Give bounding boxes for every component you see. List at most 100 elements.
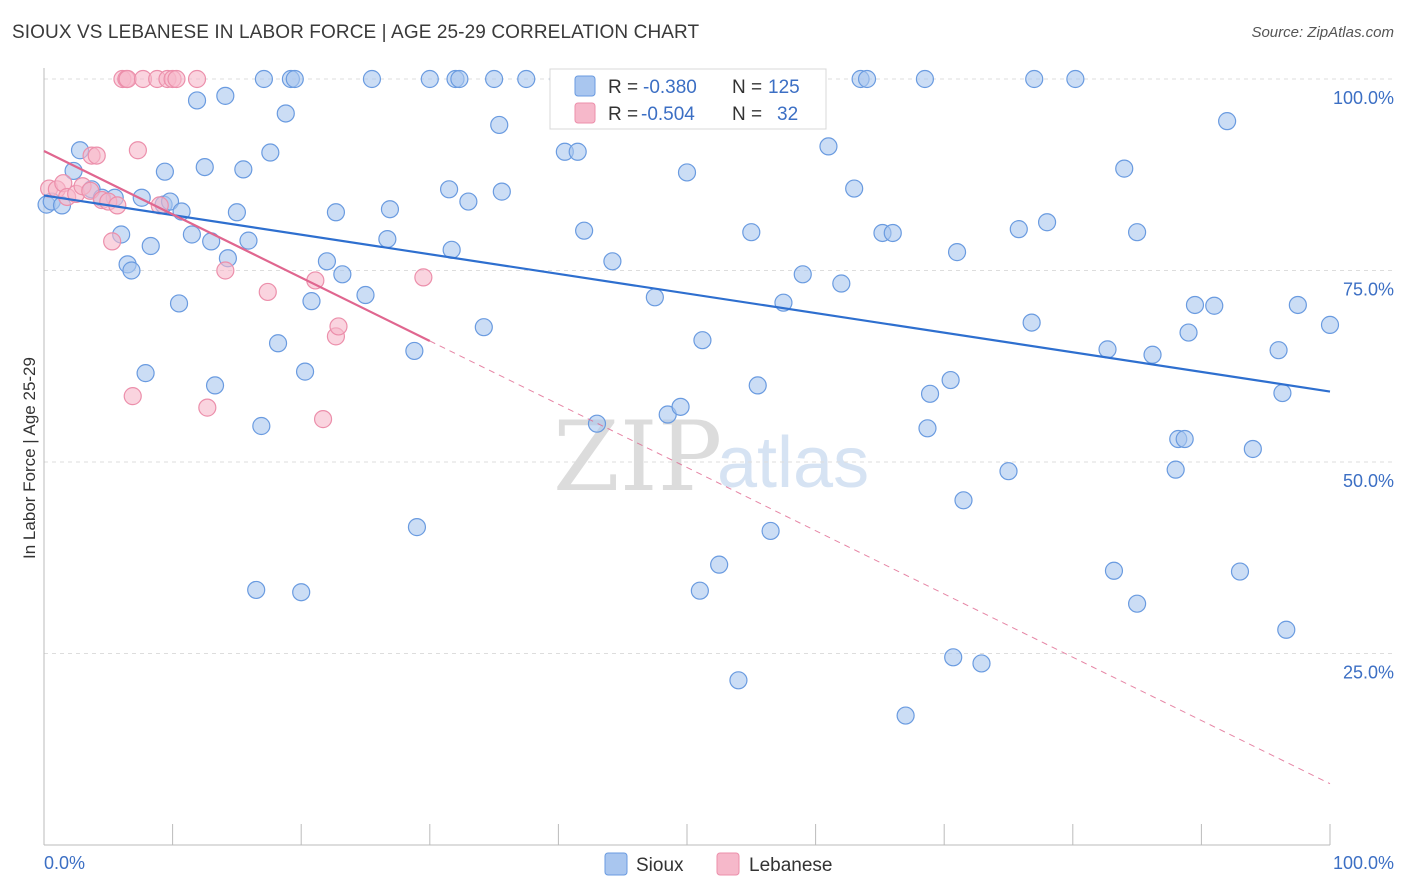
lebanese-point [258, 282, 277, 302]
sioux-trend-line [43, 194, 1331, 393]
sioux-point [155, 162, 174, 181]
stats-r-label-sioux: R = [608, 77, 638, 98]
sioux-point [292, 583, 311, 602]
sioux-point [710, 555, 729, 574]
sioux-point [1185, 295, 1205, 315]
lebanese-series [40, 69, 433, 429]
sioux-point [356, 285, 375, 305]
sioux-point [568, 142, 587, 161]
y-axis-tick-labels: 25.0% 50.0% 75.0% 100.0% [1333, 88, 1394, 683]
sioux-point [1288, 295, 1307, 315]
sioux-point [896, 706, 915, 725]
sioux-point [947, 243, 967, 262]
watermark-atlas: atlas [717, 423, 869, 503]
sioux-point [1009, 220, 1028, 239]
sioux-point [857, 69, 877, 89]
sioux-point [1243, 439, 1262, 459]
sioux-point [459, 192, 478, 211]
sioux-point [420, 69, 439, 89]
stats-r-label-lebanese: R = [608, 104, 638, 125]
sioux-point [474, 318, 493, 337]
legend-swatch-lebanese [716, 852, 740, 876]
sioux-point [761, 521, 780, 541]
sioux-point [677, 163, 697, 182]
sioux-point [1320, 315, 1340, 334]
sioux-point [1273, 383, 1292, 403]
sioux-point [136, 364, 155, 383]
sioux-point [295, 362, 315, 381]
sioux-point [845, 179, 864, 198]
sioux-point [941, 370, 960, 390]
sioux-point [407, 518, 427, 537]
sioux-point [748, 376, 767, 395]
sioux-point [132, 188, 151, 207]
sioux-point [1166, 460, 1185, 479]
y-axis-title: In Labor Force | Age 25-29 [20, 357, 39, 559]
trend-lines [43, 150, 1331, 785]
sioux-point [380, 200, 400, 219]
lebanese-trend-extension [429, 340, 1331, 785]
lebanese-point [167, 69, 186, 89]
sioux-point [883, 223, 902, 243]
sioux-point [195, 157, 214, 177]
chart-source: Source: ZipAtlas.com [1251, 24, 1394, 41]
sioux-point [205, 376, 225, 395]
sioux-point [1127, 223, 1147, 242]
x-tick-label-max: 100.0% [1333, 853, 1394, 873]
sioux-point [1175, 429, 1194, 449]
stats-r-value-sioux: -0.380 [643, 77, 697, 98]
sioux-point [1098, 340, 1117, 359]
sioux-point [1143, 345, 1162, 364]
sioux-point [141, 236, 160, 256]
stats-r-value-lebanese: -0.504 [641, 104, 695, 125]
sioux-point [169, 294, 189, 313]
sioux-point [1022, 313, 1041, 332]
lebanese-trend-line [43, 150, 431, 342]
sioux-point [954, 491, 973, 510]
sioux-point [603, 252, 622, 271]
y-tick-label: 75.0% [1343, 280, 1394, 300]
lebanese-point [103, 232, 122, 251]
sioux-point [1218, 112, 1237, 131]
lebanese-point [87, 146, 106, 165]
lebanese-point [414, 268, 433, 287]
sioux-point [285, 69, 304, 89]
sioux-point [1104, 561, 1124, 580]
chart-title: SIOUX VS LEBANESE IN LABOR FORCE | AGE 2… [12, 22, 700, 43]
sioux-point [239, 231, 258, 250]
sioux-point [1230, 562, 1250, 581]
sioux-point [920, 384, 940, 403]
sioux-point [492, 182, 511, 201]
lebanese-point [216, 261, 235, 280]
sioux-point [742, 223, 761, 242]
sioux-point [729, 671, 748, 690]
legend-swatch-sioux [604, 852, 628, 876]
sioux-point [517, 69, 536, 89]
lebanese-point [128, 141, 147, 160]
sioux-point [918, 419, 937, 438]
sioux-point [362, 69, 382, 89]
sioux-point [234, 160, 253, 179]
sioux-point [378, 229, 397, 249]
sioux-point [333, 265, 352, 284]
sioux-point [439, 180, 459, 199]
sioux-point [122, 261, 141, 280]
sioux-point [261, 143, 280, 162]
sioux-point [1277, 620, 1296, 639]
sioux-point [645, 288, 664, 307]
stats-n-value-sioux: 125 [768, 77, 800, 98]
sioux-point [690, 581, 709, 600]
stats-box: R = -0.380 N = 125 R = -0.504 N = 32 [549, 68, 827, 130]
y-tick-label: 25.0% [1343, 663, 1394, 683]
sioux-point [450, 69, 469, 89]
sioux-point [252, 416, 271, 436]
lebanese-point [313, 410, 333, 429]
lebanese-point [198, 398, 217, 417]
sioux-point [182, 225, 201, 244]
sioux-point [227, 203, 246, 222]
lebanese-point [187, 69, 207, 89]
sioux-point [832, 274, 851, 293]
legend: Sioux Lebanese [604, 852, 832, 876]
lebanese-point [118, 69, 137, 89]
